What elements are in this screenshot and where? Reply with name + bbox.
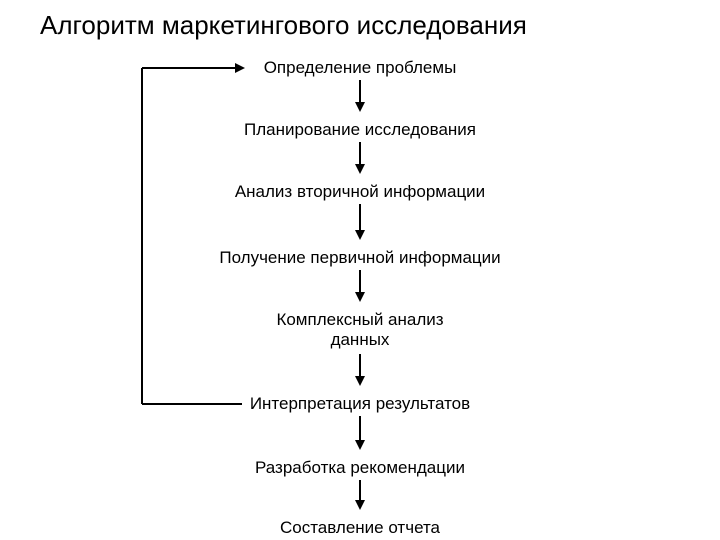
flow-node-1: Определение проблемы bbox=[264, 58, 457, 78]
arrow-head-down bbox=[355, 102, 365, 112]
arrow-line bbox=[359, 80, 361, 102]
feedback-arrow-head bbox=[235, 63, 245, 73]
arrow-line bbox=[359, 480, 361, 500]
arrow-line bbox=[359, 204, 361, 230]
flow-node-7: Разработка рекомендации bbox=[255, 458, 465, 478]
arrow-line bbox=[359, 270, 361, 292]
flow-node-3: Анализ вторичной информации bbox=[235, 182, 485, 202]
flow-node-5: Комплексный анализ данных bbox=[276, 310, 443, 351]
arrow-head-down bbox=[355, 292, 365, 302]
arrow-head-down bbox=[355, 376, 365, 386]
feedback-seg-b bbox=[141, 68, 143, 404]
arrow-line bbox=[359, 354, 361, 376]
flowchart: Определение проблемы Планирование исслед… bbox=[0, 50, 720, 540]
arrow-line bbox=[359, 142, 361, 164]
feedback-seg-c bbox=[142, 67, 235, 69]
arrow-line bbox=[359, 416, 361, 440]
page-title: Алгоритм маркетингового исследования bbox=[40, 10, 680, 41]
flow-node-4: Получение первичной информации bbox=[219, 248, 500, 268]
feedback-seg-a bbox=[142, 403, 242, 405]
flow-node-2: Планирование исследования bbox=[244, 120, 476, 140]
flow-node-8: Составление отчета bbox=[280, 518, 440, 538]
arrow-head-down bbox=[355, 440, 365, 450]
arrow-head-down bbox=[355, 500, 365, 510]
arrow-head-down bbox=[355, 230, 365, 240]
flow-node-6: Интерпретация результатов bbox=[250, 394, 470, 414]
arrow-head-down bbox=[355, 164, 365, 174]
